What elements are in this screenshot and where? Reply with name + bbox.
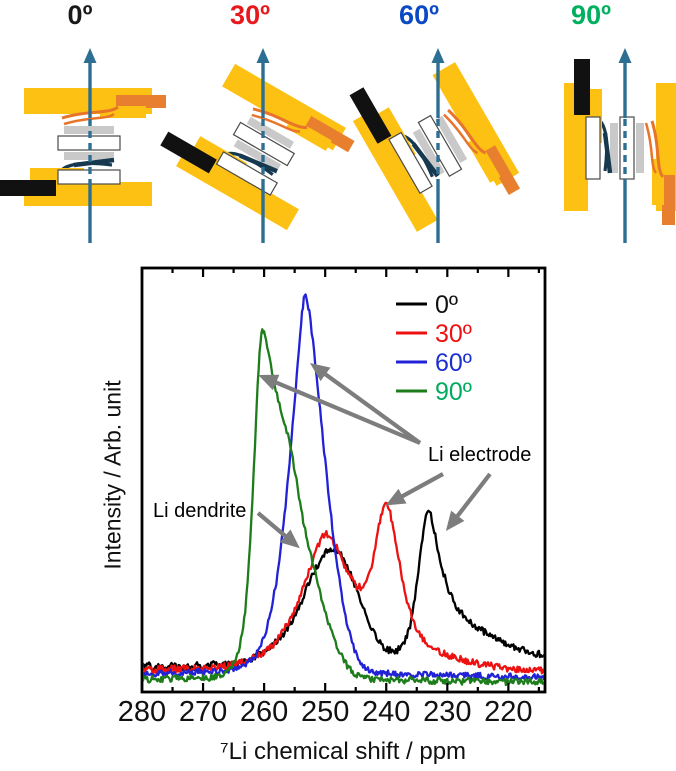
negative-tab	[0, 180, 56, 196]
field-arrow	[618, 48, 632, 243]
negative-tab	[574, 59, 590, 115]
spectra-series	[143, 293, 544, 687]
panel-label-0: 0º	[67, 0, 93, 30]
electrode	[417, 114, 463, 178]
x-tick-label: 260	[240, 696, 288, 728]
negative-tab	[349, 87, 392, 144]
annotation-arrow	[445, 472, 492, 531]
negative-tab	[160, 131, 217, 174]
cell-assembly	[160, 63, 355, 231]
y-axis-label: Intensity / Arb. unit	[99, 380, 126, 570]
panel-label-2: 60º	[399, 0, 439, 30]
x-tick-label: 250	[301, 696, 349, 728]
schematic-0º	[0, 48, 166, 243]
positive-wire	[61, 105, 119, 120]
separator	[636, 123, 644, 173]
positive-tab	[662, 175, 675, 225]
separator	[435, 115, 468, 164]
schematic-panel-30deg	[160, 36, 355, 251]
annotation-text: Li dendrite	[153, 500, 246, 522]
annotation-arrow	[309, 363, 422, 445]
annotation-arrow	[258, 374, 421, 445]
positive-wire	[447, 108, 487, 155]
panel-label-3: 90º	[571, 0, 611, 30]
positive-tab	[483, 145, 521, 196]
cell-assembly	[349, 62, 521, 232]
x-tick-label: 280	[118, 696, 166, 728]
positive-tab	[116, 95, 166, 108]
legend-label-90º: 90º	[435, 378, 472, 406]
schematic-60º	[349, 48, 521, 243]
axis-ticks	[140, 268, 540, 692]
series-30deg	[143, 501, 544, 675]
positive-tab	[304, 115, 355, 153]
annotations: Li electrode Li dendrite	[153, 363, 531, 549]
series-90deg	[143, 328, 544, 687]
positive-wire	[252, 107, 308, 129]
series-0deg	[143, 509, 544, 673]
separator	[246, 116, 295, 149]
legend-label-30º: 30º	[435, 320, 472, 348]
plot-frame	[140, 266, 547, 694]
schematic-panel-0deg	[0, 36, 180, 251]
x-tick-label: 220	[484, 696, 532, 728]
schematic-30º	[160, 48, 355, 243]
legend-label-60º: 60º	[435, 349, 472, 377]
cell-assembly	[0, 88, 166, 206]
x-tick-label: 240	[362, 696, 410, 728]
annotation-arrow	[256, 511, 300, 549]
separator	[64, 126, 114, 134]
x-tick-label: 270	[179, 696, 227, 728]
x-tick-labels: 280 270 260 250 240 230 220	[118, 696, 533, 728]
annotation-arrow	[385, 472, 445, 506]
x-axis-label: ⁷Li chemical shift / ppm	[219, 738, 467, 765]
panel-label-1: 30º	[230, 0, 270, 30]
positive-wire	[650, 120, 665, 178]
x-tick-label: 230	[423, 696, 471, 728]
schematic-panel-60deg	[348, 36, 528, 251]
series-60deg	[143, 293, 544, 681]
field-arrow	[431, 48, 445, 243]
field-arrow	[83, 48, 97, 243]
annotation-text: Li electrode	[428, 444, 531, 466]
field-arrow	[256, 48, 270, 243]
legend-label-0º: 0º	[435, 291, 458, 319]
